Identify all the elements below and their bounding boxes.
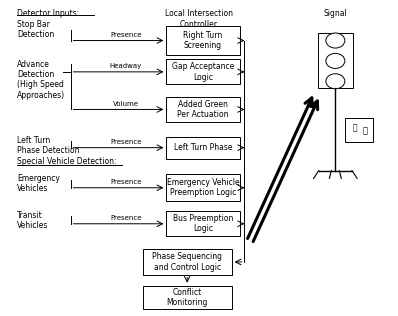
Bar [166, 97, 240, 122]
Text: Left Turn
Phase Detection: Left Turn Phase Detection [17, 136, 80, 155]
Text: Transit
Vehicles: Transit Vehicles [17, 211, 49, 230]
Bar [142, 286, 232, 309]
Bar [345, 118, 373, 142]
Bar [166, 27, 240, 55]
Text: Presence: Presence [110, 139, 142, 145]
Text: Special Vehicle Detection:: Special Vehicle Detection: [17, 157, 117, 166]
Text: Stop Bar
Detection: Stop Bar Detection [17, 20, 55, 39]
Bar [166, 59, 240, 84]
Text: Phase Sequencing
and Control Logic: Phase Sequencing and Control Logic [152, 252, 222, 272]
Text: Presence: Presence [110, 215, 142, 221]
Bar [318, 33, 353, 88]
Text: Emergency Vehicle
Preemption Logic: Emergency Vehicle Preemption Logic [167, 178, 239, 198]
Text: Presence: Presence [110, 179, 142, 185]
Text: Bus Preemption
Logic: Bus Preemption Logic [173, 214, 233, 234]
Text: Signal: Signal [324, 9, 347, 18]
Text: Local Intersection
Controller: Local Intersection Controller [165, 9, 233, 29]
Text: Emergency
Vehicles: Emergency Vehicles [17, 174, 60, 193]
Text: Added Green
Per Actuation: Added Green Per Actuation [177, 100, 229, 119]
Bar [166, 137, 240, 159]
Text: ✋: ✋ [353, 124, 357, 133]
Text: 🚶: 🚶 [363, 126, 367, 135]
Text: Left Turn Phase: Left Turn Phase [174, 143, 232, 152]
Text: Right Turn
Screening: Right Turn Screening [183, 31, 222, 50]
Text: Advance
Detection
(High Speed
Approaches): Advance Detection (High Speed Approaches… [17, 60, 65, 100]
Bar [166, 211, 240, 236]
Text: Conflict
Monitoring: Conflict Monitoring [166, 288, 208, 307]
Circle shape [326, 74, 345, 89]
Bar [142, 249, 232, 275]
Text: Volume: Volume [113, 100, 139, 106]
Text: Headway: Headway [110, 63, 142, 69]
Text: Presence: Presence [110, 32, 142, 38]
Circle shape [326, 33, 345, 48]
Text: Detector Inputs:: Detector Inputs: [17, 9, 80, 18]
Circle shape [326, 53, 345, 69]
Bar [166, 174, 240, 201]
Text: Gap Acceptance
Logic: Gap Acceptance Logic [172, 62, 234, 82]
